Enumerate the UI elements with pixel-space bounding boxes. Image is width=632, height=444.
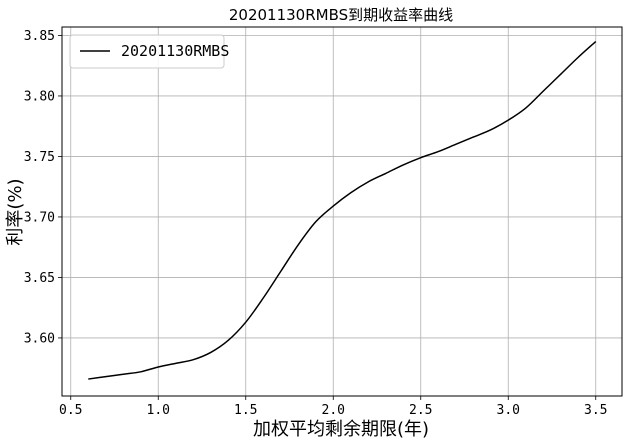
x-tick-label: 1.0 — [147, 403, 170, 418]
grid — [62, 27, 622, 396]
x-tick-label: 3.0 — [497, 403, 520, 418]
x-axis-label: 加权平均剩余期限(年) — [253, 419, 429, 440]
y-tick-label: 3.75 — [24, 150, 55, 165]
legend: 20201130RMBS — [69, 34, 229, 69]
legend-box — [69, 34, 225, 69]
series-line — [88, 40, 597, 380]
y-tick-label: 3.85 — [24, 29, 55, 44]
chart-title: 20201130RMBS到期收益率曲线 — [229, 6, 453, 24]
y-tick-label: 3.70 — [24, 210, 55, 225]
plot-frame — [61, 26, 623, 397]
y-tick-label: 3.60 — [24, 331, 55, 346]
x-tick-label: 0.5 — [59, 403, 82, 418]
x-axis-ticks: 0.5 1.0 1.5 2.0 2.5 3.0 3.5 — [59, 396, 607, 418]
x-tick-label: 2.5 — [409, 403, 432, 418]
y-axis-ticks: 3.60 3.65 3.70 3.75 3.80 3.85 — [24, 29, 62, 346]
y-tick-label: 3.80 — [24, 89, 55, 104]
y-tick-label: 3.65 — [24, 271, 55, 286]
x-tick-label: 3.5 — [584, 403, 607, 418]
y-axis-label: 利率(%) — [5, 178, 26, 245]
legend-label: 20201130RMBS — [121, 42, 229, 60]
series-layer — [88, 40, 597, 380]
x-tick-label: 1.5 — [234, 403, 257, 418]
x-tick-label: 2.0 — [322, 403, 345, 418]
